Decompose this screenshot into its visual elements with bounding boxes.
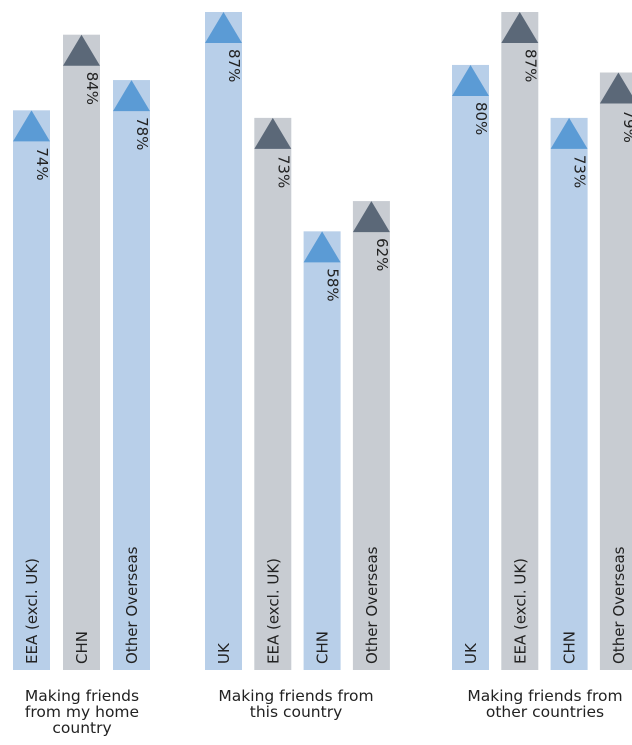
bar-marker-triangle-icon [63,34,100,66]
value-label: 74% [33,147,51,180]
bar [113,80,150,670]
bar-marker-triangle-icon [452,64,489,96]
bar [13,110,50,670]
bar-marker-triangle-icon [205,12,242,43]
category-label: EEA (excl. UK) [511,558,529,664]
group-label: Making friends from this country [218,687,373,721]
category-label: EEA (excl. UK) [23,558,41,664]
value-label: 79% [620,110,632,143]
bar [303,231,341,671]
category-label: Other Overseas [363,546,381,664]
category-label: Other Overseas [123,546,141,664]
category-label: CHN [73,631,91,664]
bar [452,64,489,671]
bar-marker-triangle-icon [501,12,539,43]
value-label: 84% [83,72,101,105]
bar [599,72,632,671]
bar-marker-triangle-icon [550,117,588,149]
value-label: 87% [521,49,539,82]
bar-marker-triangle-icon [113,80,150,112]
value-label: 58% [324,268,342,301]
group-label: Making friends from my home country [25,687,139,737]
category-label: Other Overseas [610,546,628,664]
value-label: 62% [373,238,391,271]
bar-marker-triangle-icon [303,231,341,263]
value-label: 73% [274,155,292,188]
value-label: 73% [571,155,589,188]
category-label: EEA (excl. UK) [264,558,282,664]
category-label: CHN [314,631,332,664]
bar [254,117,292,670]
bar-marker-triangle-icon [352,201,390,233]
bar [205,12,242,670]
value-label: 87% [225,49,243,82]
bar-marker-triangle-icon [13,110,50,142]
bar-marker-triangle-icon [599,72,632,104]
category-label: UK [215,642,233,664]
bar [550,117,588,670]
group-label: Making friends from other countries [467,687,622,721]
bar [501,12,539,670]
bar [63,34,100,671]
bar [352,201,390,671]
bar-marker-triangle-icon [254,117,292,149]
value-label: 78% [133,117,151,150]
value-label: 80% [472,102,490,135]
category-label: CHN [561,631,579,664]
category-label: UK [462,642,480,664]
